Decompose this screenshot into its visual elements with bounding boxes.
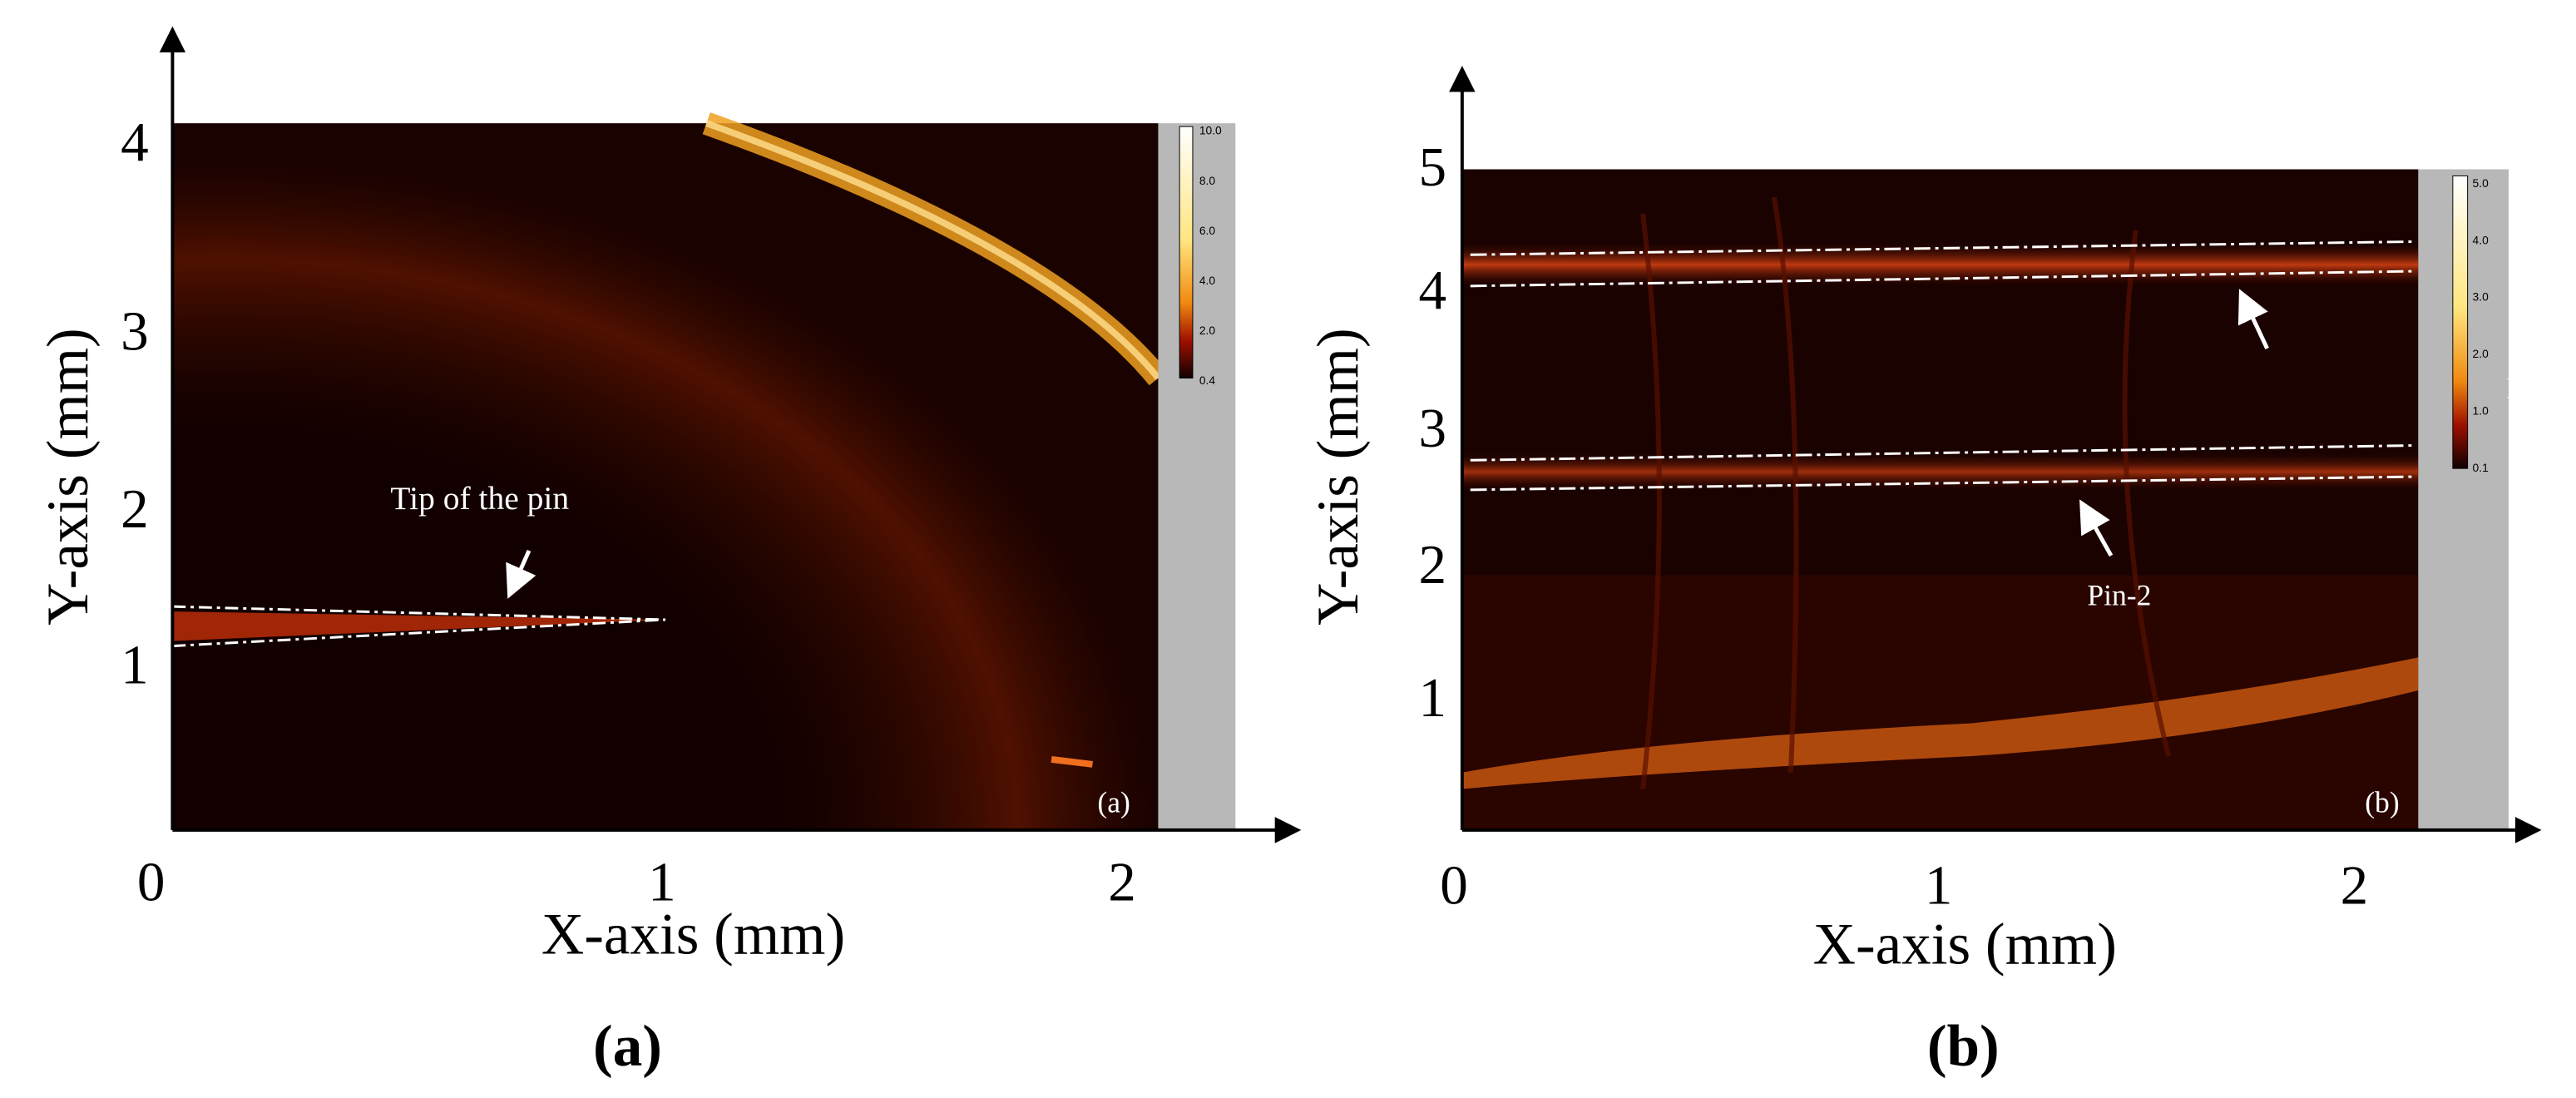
colorbar-tick-label: 3.0: [2473, 290, 2489, 304]
y-tick-label: 4: [1419, 259, 1447, 321]
x-tick-label: 1: [648, 850, 676, 913]
y-tick-label: 2: [1419, 533, 1447, 596]
panel-caption: (a): [593, 1014, 662, 1079]
x-axis-label: X-axis (mm): [541, 903, 845, 967]
x-tick-label: 0: [137, 850, 166, 913]
y-tick-label: 4: [121, 111, 149, 173]
colorbar-tick-label: 1.0: [2473, 403, 2489, 417]
x-axis-label: X-axis (mm): [1813, 912, 2117, 977]
panel-inner-label: (b): [2365, 785, 2399, 819]
annotation: Tip of the pin: [390, 480, 569, 517]
colorbar-tick-label: 5.0: [2473, 176, 2489, 190]
colorbar-tick-label: 0.1: [2473, 461, 2489, 474]
y-axis-label: Y-axis (mm): [1306, 328, 1371, 626]
colorbar-tick-label: 4.0: [1199, 274, 1216, 287]
panel-inner-label: (a): [1097, 785, 1130, 819]
x-tick-label: 0: [1440, 853, 1468, 916]
y-tick-label: 5: [1419, 136, 1447, 198]
y-tick-label: 1: [1419, 666, 1447, 729]
panel-b-image: [1461, 169, 2509, 830]
y-tick-label: 1: [121, 634, 149, 696]
annotation: Pin-2: [2087, 578, 2151, 611]
x-tick-label: 2: [1108, 850, 1136, 913]
colorbar-tick-label: 4.0: [2473, 233, 2489, 246]
y-tick-label: 3: [121, 299, 149, 362]
x-tick-label: 1: [1925, 853, 1953, 916]
x-tick-label: 2: [2341, 853, 2369, 916]
colorbar-tick-label: 2.0: [2473, 347, 2489, 360]
colorbar-tick-label: 10.0: [1199, 124, 1222, 137]
panel-a-image: [172, 112, 1236, 830]
colorbar-tick-label: 2.0: [1199, 324, 1216, 337]
colorbar-tick-label: 8.0: [1199, 174, 1216, 187]
y-tick-label: 2: [121, 477, 149, 540]
colorbar-tick-label: 6.0: [1199, 224, 1216, 237]
panel-caption: (b): [1927, 1014, 2000, 1079]
annotation: Pin-1: [2506, 371, 2570, 404]
y-tick-label: 3: [1419, 397, 1447, 459]
colorbar-tick-label: 0.4: [1199, 373, 1216, 387]
y-axis-label: Y-axis (mm): [36, 328, 101, 626]
axes: [159, 26, 2542, 843]
